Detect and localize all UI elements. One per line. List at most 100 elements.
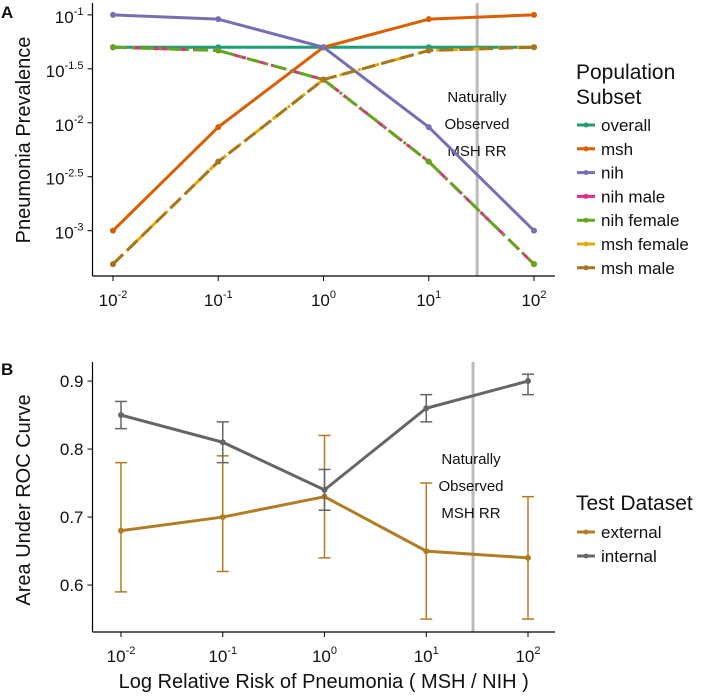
series-nih [110,11,537,234]
legend-label: internal [601,547,657,566]
tick-base: 10 [107,647,126,666]
data-point [110,227,116,234]
data-point [110,11,116,18]
legend-title: Population [576,61,675,84]
legend-item: msh [577,140,633,159]
tick-exponent: -2 [126,645,136,657]
reference-annotation: MSH RR [441,505,500,522]
data-point [531,11,537,18]
tick-base: 10 [99,291,118,310]
legend-label: msh female [601,235,689,254]
x-tick-label: 10-2 [99,289,128,310]
legend-key-point [583,553,589,559]
legend-label: nih female [601,211,679,230]
data-point [215,16,222,23]
x-tick-label: 100 [312,645,337,666]
panel-label: A [1,3,13,22]
tick-base: 10 [55,116,74,135]
legend-title: Subset [576,86,642,109]
x-tick-label: 102 [515,645,540,666]
y-tick-label: 10-3 [55,222,84,243]
tick-exponent: 2 [540,289,546,301]
reference-annotation: Naturally [447,89,507,106]
data-point [423,548,430,555]
data-point [321,486,328,493]
tick-exponent: -3 [74,222,84,234]
legend-key-point [583,193,589,199]
x-tick-label: 101 [414,645,439,666]
data-point [425,16,432,23]
tick-exponent: -2.5 [65,168,84,180]
y-tick-label: 0.8 [60,440,84,459]
series-internal [115,373,534,512]
tick-base: 10 [208,647,227,666]
legend-key-point [583,122,589,128]
tick-exponent: 1 [435,289,441,301]
x-axis-title: Log Relative Risk of Pneumonia ( MSH / N… [119,671,529,693]
legend-item: msh female [577,235,689,254]
tick-base: 10 [521,291,540,310]
data-point [215,124,222,131]
data-point [118,412,124,419]
legend-item: internal [577,547,657,566]
y-tick-label: 0.6 [60,576,84,595]
data-point [425,124,432,131]
tick-base: 10 [311,291,330,310]
y-tick-label: 10-1 [55,6,84,27]
x-tick-label: 10-1 [204,289,233,310]
data-point [525,378,531,385]
y-tick-label: 0.9 [60,372,84,391]
panel-label: B [1,360,13,379]
legend-item: nih male [577,187,665,206]
data-point [215,158,222,165]
tick-exponent: -1 [223,289,233,301]
tick-base: 10 [46,62,65,81]
legend: Test Dataset external internal [576,492,693,566]
reference-annotation: MSH RR [447,143,506,160]
data-point [219,439,226,446]
legend-label: msh [601,140,633,159]
reference-annotation: Observed [438,478,503,495]
legend-label: nih [601,164,624,183]
y-tick-label: 10-2 [55,114,84,135]
y-tick-label: 10-2.5 [46,168,84,189]
legend-key-point [583,241,589,247]
legend-label: external [601,523,661,542]
data-point [320,76,327,83]
legend-title: Test Dataset [576,492,693,515]
tick-base: 10 [46,170,65,189]
legend-item: overall [577,116,651,135]
legend-label: msh male [601,259,675,278]
tick-base: 10 [416,291,435,310]
legend-item: nih female [577,211,679,230]
reference-annotation: Observed [444,116,509,133]
tick-base: 10 [312,647,331,666]
tick-exponent: 0 [331,645,337,657]
tick-base: 10 [414,647,433,666]
legend-item: nih [577,164,624,183]
tick-base: 10 [55,8,74,27]
legend-key-point [583,217,589,223]
legend-item: msh male [577,259,675,278]
tick-exponent: 1 [433,645,439,657]
data-point [219,514,226,521]
data-point [525,554,531,561]
tick-exponent: 0 [330,289,336,301]
series-msh-male [110,44,537,268]
y-axis-title: Area Under ROC Curve [13,394,35,605]
reference-annotation: Naturally [441,451,501,468]
y-tick-label: 10-1.5 [46,60,84,81]
data-point [425,47,432,54]
x-tick-label: 101 [416,289,441,310]
tick-base: 10 [204,291,223,310]
tick-exponent: -1.5 [65,60,84,72]
data-point [531,261,537,268]
x-tick-label: 100 [311,289,336,310]
x-tick-label: 10-2 [107,645,136,666]
data-point [531,227,537,234]
series-line [112,45,536,266]
data-point [320,44,327,51]
